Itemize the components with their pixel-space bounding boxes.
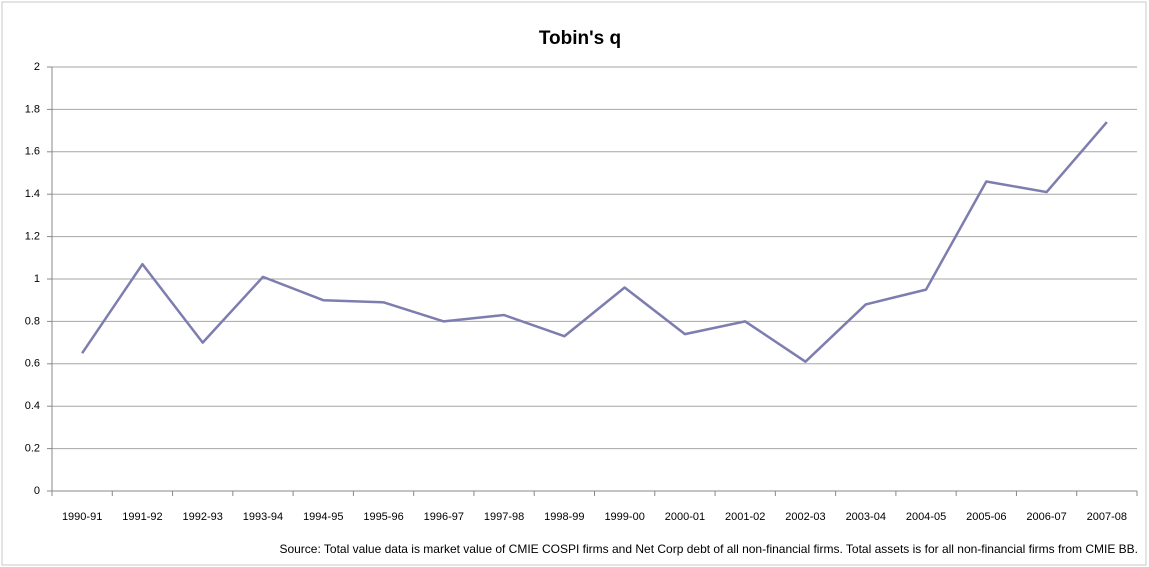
- x-tick-label: 2003-04: [846, 511, 886, 523]
- y-tick-label: 0.4: [25, 400, 40, 412]
- y-tick-label: 0.8: [25, 315, 40, 327]
- source-note: Source: Total value data is market value…: [279, 542, 1138, 556]
- x-tick-label: 2005-06: [966, 511, 1006, 523]
- x-tick-label: 1994-95: [303, 511, 343, 523]
- x-tick-label: 2006-07: [1026, 511, 1066, 523]
- x-tick-label: 1991-92: [122, 511, 162, 523]
- y-tick-label: 2: [34, 61, 40, 73]
- x-tick-label: 1996-97: [424, 511, 464, 523]
- y-tick-label: 1.4: [25, 188, 40, 200]
- y-tick-label: 1: [34, 273, 40, 285]
- x-tick-label: 1997-98: [484, 511, 524, 523]
- x-tick-label: 1998-99: [544, 511, 584, 523]
- x-tick-label: 1993-94: [243, 511, 283, 523]
- x-tick-label: 1999-00: [604, 511, 644, 523]
- x-tick-label: 2002-03: [785, 511, 825, 523]
- x-tick-label: 2000-01: [665, 511, 705, 523]
- x-tick-label: 2007-08: [1087, 511, 1127, 523]
- chart-title: Tobin's q: [539, 28, 621, 49]
- y-tick-label: 1.8: [25, 103, 40, 115]
- y-tick-label: 1.2: [25, 231, 40, 243]
- x-tick-label: 2004-05: [906, 511, 946, 523]
- x-tick-label: 2001-02: [725, 511, 765, 523]
- x-tick-label: 1995-96: [363, 511, 403, 523]
- y-tick-label: 1.6: [25, 146, 40, 158]
- y-tick-label: 0: [34, 485, 40, 497]
- series-line: [81, 121, 1108, 363]
- x-tick-label: 1990-91: [62, 511, 102, 523]
- y-tick-label: 0.6: [25, 358, 40, 370]
- y-tick-label: 0.2: [25, 443, 40, 455]
- x-tick-label: 1992-93: [183, 511, 223, 523]
